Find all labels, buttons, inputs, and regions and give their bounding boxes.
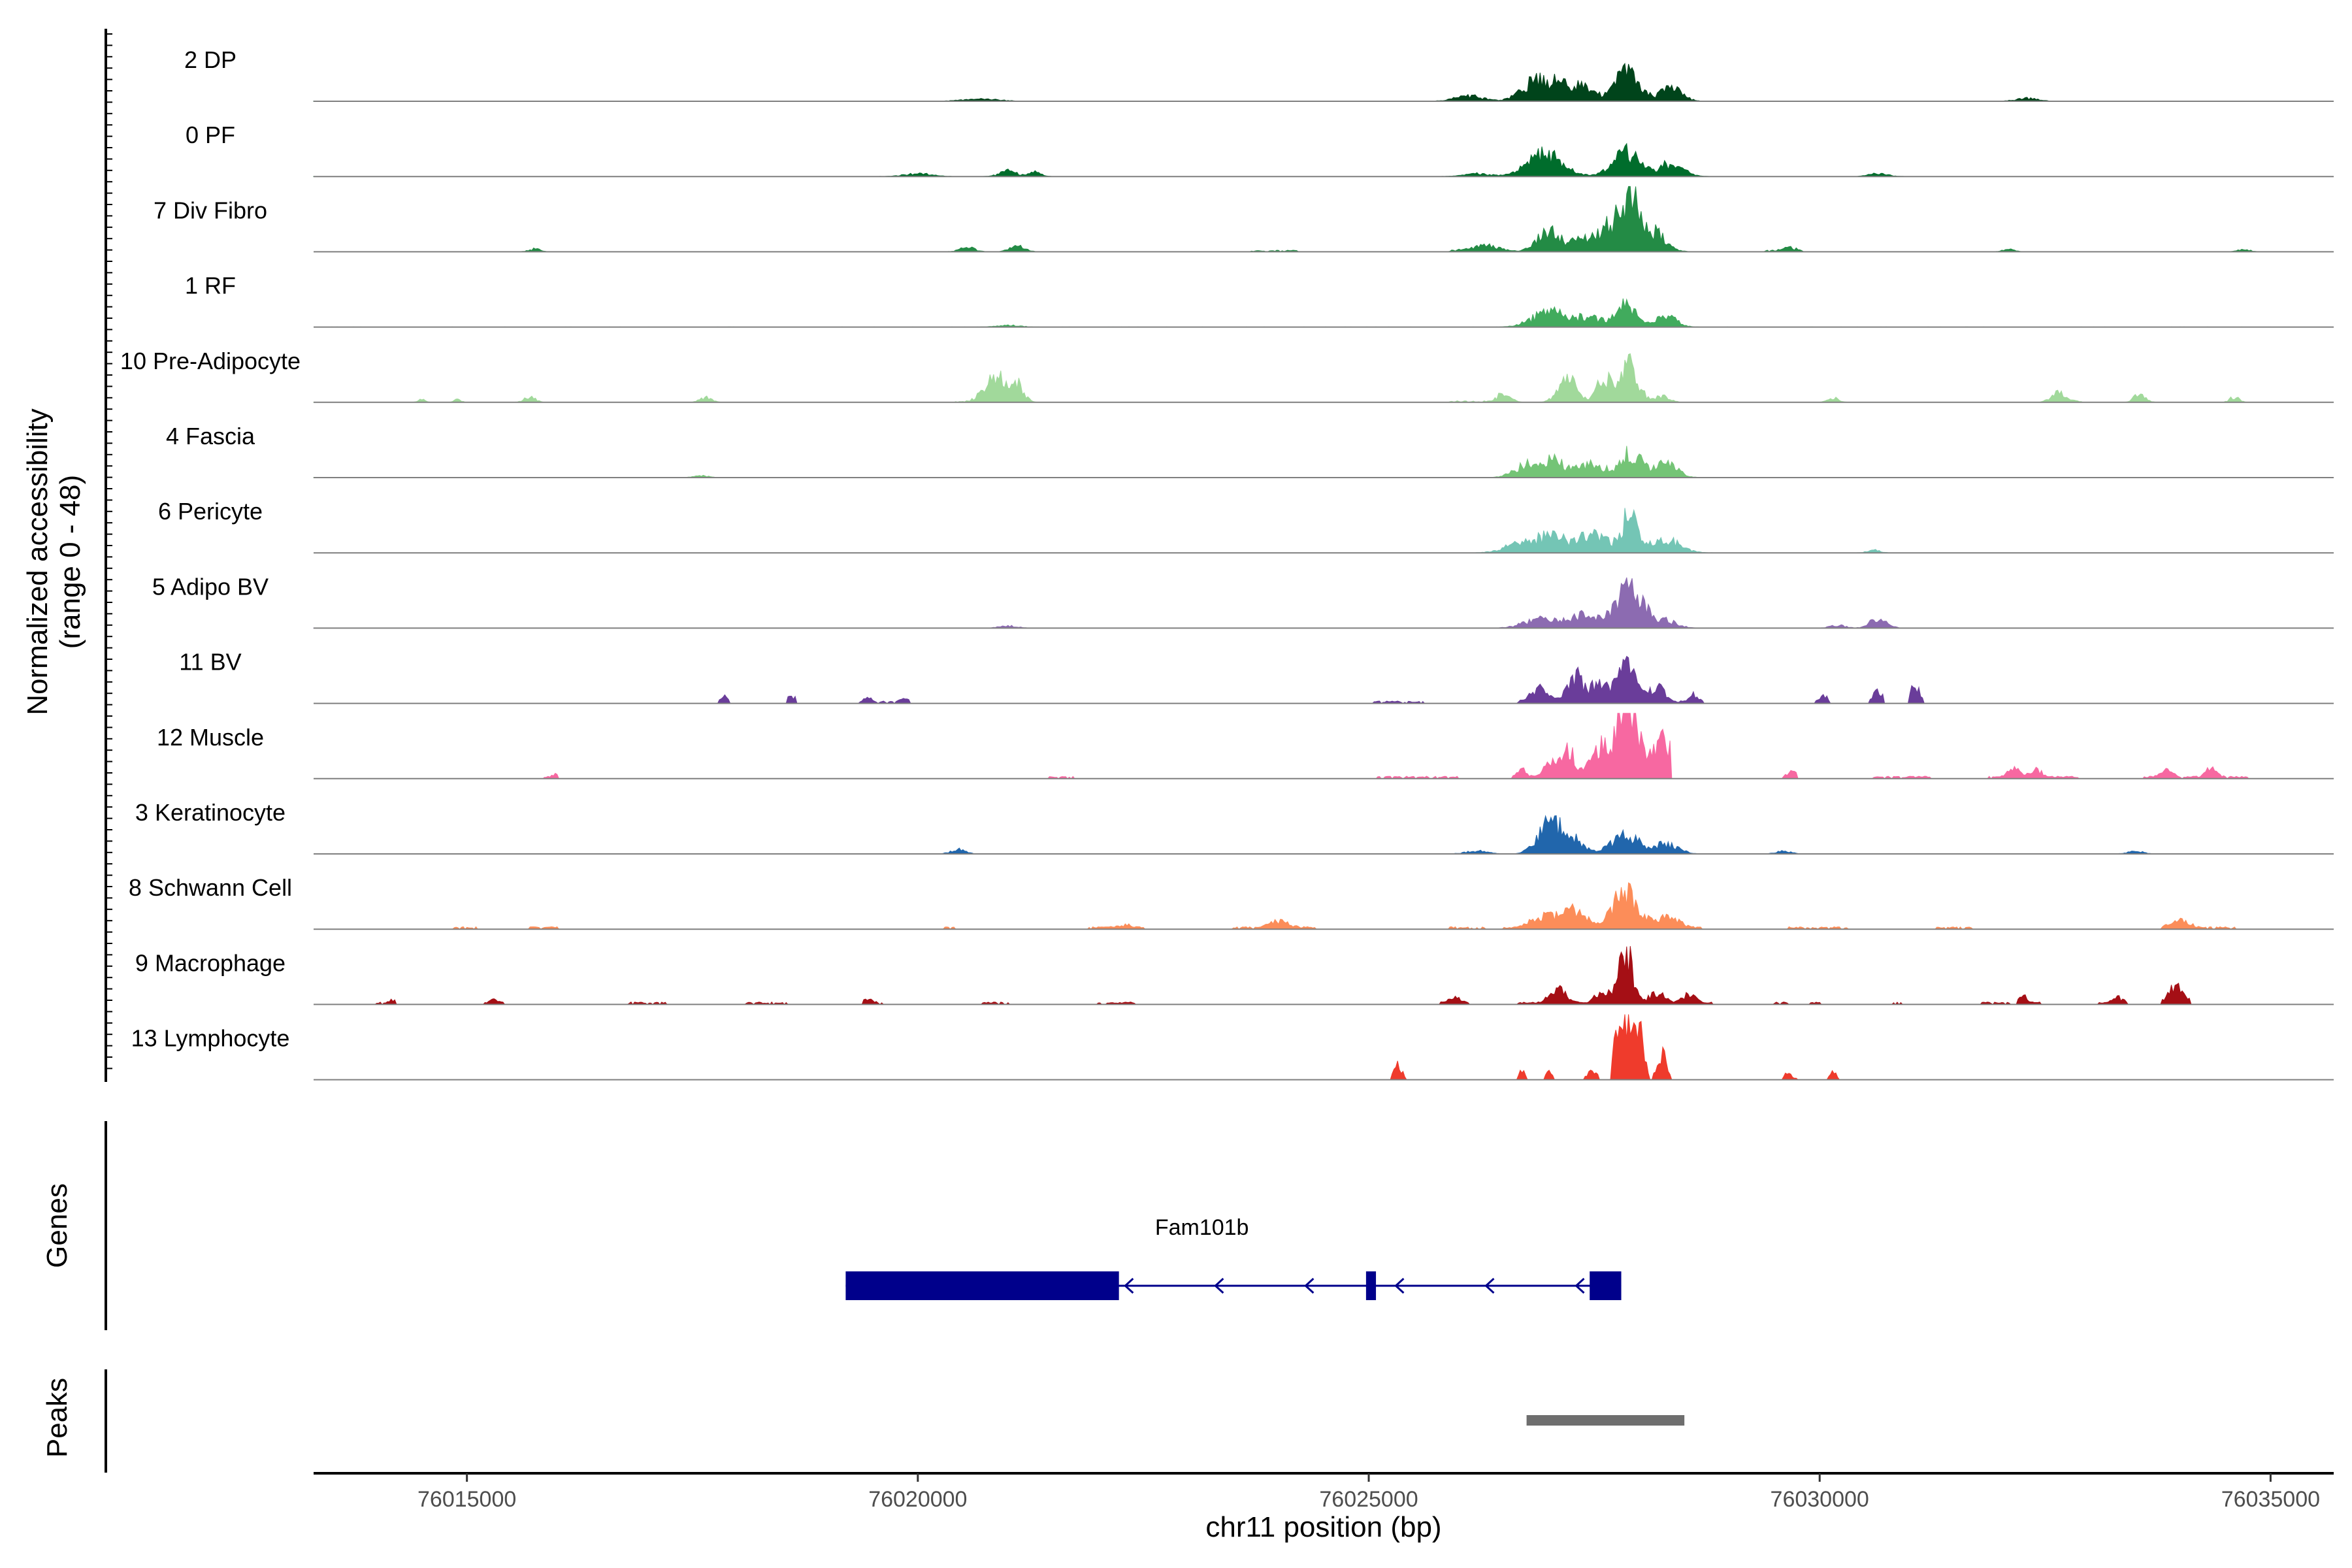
track-label: 8 Schwann Cell <box>129 874 292 901</box>
track-signal <box>313 353 2271 403</box>
gene-exon <box>1365 1271 1377 1300</box>
x-tick-label: 76035000 <box>2221 1487 2320 1512</box>
track-label: 9 Macrophage <box>135 949 286 976</box>
x-tick-label: 76020000 <box>868 1487 967 1512</box>
y-axis-title-line2: (range 0 - 48) <box>54 475 86 649</box>
track-2: 7 Div Fibro <box>154 186 2334 253</box>
track-11: 8 Schwann Cell <box>129 874 2334 930</box>
track-label: 6 Pericyte <box>158 498 263 525</box>
track-signal <box>314 713 2271 779</box>
track-6: 6 Pericyte <box>158 498 2334 554</box>
track-label: 4 Fascia <box>166 423 255 449</box>
track-3: 1 RF <box>185 272 2334 328</box>
gene-exon <box>1590 1271 1622 1300</box>
x-tick-label: 76025000 <box>1319 1487 1418 1512</box>
track-4: 10 Pre-Adipocyte <box>120 348 2334 403</box>
track-label: 11 BV <box>179 649 241 676</box>
strand-arrow <box>1575 1277 1585 1294</box>
strand-arrow <box>1394 1277 1405 1294</box>
track-8: 11 BV <box>179 649 2334 704</box>
track-signal <box>313 298 2271 328</box>
strand-arrow <box>1124 1277 1134 1294</box>
track-9: 12 Muscle <box>157 713 2334 779</box>
track-label: 5 Adipo BV <box>152 573 269 600</box>
gene-annotation: Fam101b <box>845 1215 1622 1300</box>
track-label: 2 DP <box>184 46 237 73</box>
track-signal <box>313 577 2271 629</box>
track-signal <box>313 142 2271 177</box>
strand-arrow <box>1484 1277 1495 1294</box>
x-axis-ticks: 76015000 76020000 76025000 76030000 76035000 <box>417 1473 2320 1512</box>
peaks-axis-title: Peaks <box>41 1378 73 1458</box>
track-signal <box>313 63 2271 102</box>
track-signal <box>313 508 2271 553</box>
strand-arrow <box>1304 1277 1315 1294</box>
track-10: 3 Keratinocyte <box>135 799 2334 855</box>
x-tick-label: 76030000 <box>1771 1487 1869 1512</box>
track-label: 7 Div Fibro <box>154 197 267 223</box>
gene-name: Fam101b <box>1155 1215 1249 1240</box>
track-0: 2 DP <box>184 46 2334 102</box>
coverage-y-ticks <box>106 33 112 1070</box>
track-signal <box>313 446 2271 478</box>
y-axis-title-line1: Normalized accessibility <box>22 408 54 715</box>
track-signal <box>314 882 2271 930</box>
peak-regions <box>1526 1415 1685 1426</box>
track-5: 4 Fascia <box>166 423 2334 478</box>
track-label: 1 RF <box>185 272 236 299</box>
track-signal <box>313 186 2271 252</box>
x-axis-title: chr11 position (bp) <box>1205 1511 1441 1543</box>
track-signal <box>314 655 2271 704</box>
genes-axis-title: Genes <box>41 1183 73 1268</box>
track-label: 10 Pre-Adipocyte <box>120 348 301 374</box>
track-label: 12 Muscle <box>157 724 264 751</box>
track-13: 13 Lymphocyte <box>131 1014 2334 1081</box>
strand-arrow <box>1214 1277 1224 1294</box>
track-signal <box>314 946 2271 1005</box>
track-1: 0 PF <box>186 122 2334 178</box>
track-7: 5 Adipo BV <box>152 573 2334 629</box>
x-tick-label: 76015000 <box>417 1487 516 1512</box>
track-signal <box>313 815 2271 855</box>
track-12: 9 Macrophage <box>135 946 2334 1005</box>
track-signal <box>314 1014 2271 1081</box>
track-label: 3 Keratinocyte <box>135 799 286 826</box>
peak-region-bar <box>1526 1415 1685 1426</box>
coverage-tracks: 2 DP 0 PF 7 Div Fibro 1 RF 10 Pre-Adipocyte 4… <box>120 46 2334 1081</box>
gene-exon <box>845 1271 1119 1300</box>
track-label: 13 Lymphocyte <box>131 1025 290 1052</box>
track-label: 0 PF <box>186 122 235 148</box>
